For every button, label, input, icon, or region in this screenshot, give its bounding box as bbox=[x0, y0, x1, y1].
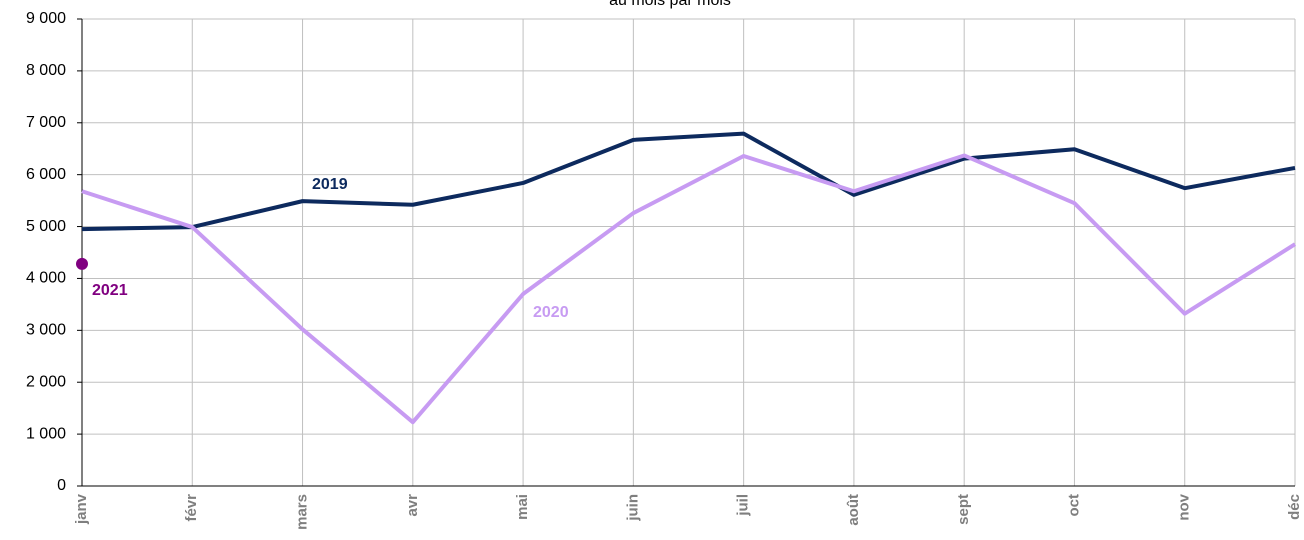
x-tick-label: juin bbox=[624, 494, 641, 522]
y-tick-label: 2 000 bbox=[26, 373, 66, 390]
series-line bbox=[81, 131, 1296, 232]
series-label: 2020 bbox=[533, 304, 569, 321]
series-label: 2019 bbox=[312, 176, 348, 193]
x-tick-label: sept bbox=[955, 494, 972, 525]
x-tick-label: mai bbox=[514, 494, 531, 520]
x-tick-label: août bbox=[845, 494, 862, 526]
x-tick-label: déc bbox=[1286, 494, 1303, 520]
y-tick-label: 7 000 bbox=[26, 114, 66, 131]
y-tick-label: 4 000 bbox=[26, 270, 66, 287]
series-line bbox=[81, 153, 1297, 425]
x-tick-label: mars bbox=[294, 494, 311, 530]
y-tick-label: 1 000 bbox=[26, 425, 66, 442]
chart-title: au mois par mois bbox=[609, 0, 731, 9]
x-tick-label: oct bbox=[1065, 494, 1082, 517]
point bbox=[76, 257, 88, 270]
y-tick-label: 6 000 bbox=[26, 166, 66, 183]
series-label: 2021 bbox=[92, 282, 128, 299]
x-tick-label: nov bbox=[1176, 493, 1193, 520]
y-tick-label: 0 bbox=[57, 477, 66, 494]
x-tick-label: janv bbox=[73, 493, 90, 525]
x-tick-label: juil bbox=[735, 494, 752, 517]
y-tick-label: 3 000 bbox=[26, 322, 66, 339]
y-tick-label: 5 000 bbox=[26, 218, 66, 235]
x-tick-label: févr bbox=[183, 494, 200, 522]
y-tick-label: 8 000 bbox=[26, 62, 66, 79]
x-tick-label: avr bbox=[404, 494, 421, 517]
y-tick-label: 9 000 bbox=[26, 10, 66, 27]
